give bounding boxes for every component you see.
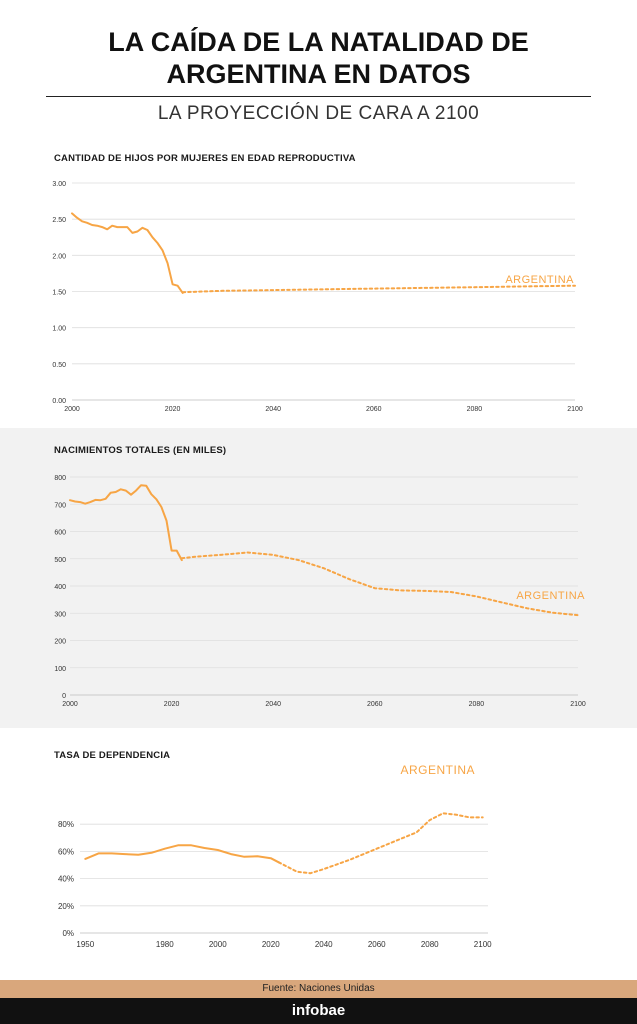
y-tick-label: 2.50 <box>52 217 66 224</box>
historical-line <box>69 484 183 562</box>
y-tick-label: 1.50 <box>52 290 66 297</box>
series-label: ARGENTINA <box>505 274 574 286</box>
chart-panel-dependency: TASA DE DEPENDENCIA 0% 20% 40% 60% 80% 1950 19… <box>0 735 637 975</box>
x-tick-label: 2060 <box>367 701 383 708</box>
title-line-1: LA CAÍDA DE LA NATALIDAD DE <box>108 27 529 57</box>
fertility-chart: 0.00 0.50 1.00 1.50 2.00 2.50 3.00 2000 2020 2040… <box>52 181 583 413</box>
y-tick-label: 0.50 <box>52 362 66 369</box>
y-tick-label: 800 <box>54 475 66 482</box>
y-tick-label: 60% <box>58 847 74 856</box>
chart-title-fertility: CANTIDAD DE HIJOS POR MUJERES EN EDAD RE… <box>54 153 356 164</box>
x-tick-label: 2100 <box>474 940 492 949</box>
y-tick-label: 80% <box>58 820 74 829</box>
y-tick-label: 2.00 <box>52 253 66 260</box>
historical-line <box>71 212 184 294</box>
births-chart: 0 100 200 300 400 500 600 700 800 2000 2020 2040 206… <box>54 475 586 708</box>
y-tick-label: 20% <box>58 902 74 911</box>
x-tick-label: 1950 <box>76 940 94 949</box>
x-tick-label: 2020 <box>165 406 181 413</box>
x-tick-label: 2100 <box>570 701 586 708</box>
historical-line <box>84 844 280 864</box>
x-tick-label: 2100 <box>567 406 583 413</box>
x-tick-label: 2020 <box>164 701 180 708</box>
x-tick-label: 2000 <box>64 406 80 413</box>
y-tick-label: 0.00 <box>52 398 66 405</box>
x-tick-label: 2000 <box>209 940 227 949</box>
series-label: ARGENTINA <box>400 763 475 777</box>
chart-panel-fertility: CANTIDAD DE HIJOS POR MUJERES EN EDAD RE… <box>0 140 637 425</box>
y-tick-label: 600 <box>54 530 66 537</box>
projection-line <box>181 284 576 294</box>
title-divider <box>46 96 591 97</box>
chart-panel-births: NACIMIENTOS TOTALES (EN MILES) 0 100 200 30… <box>0 428 637 728</box>
brand-logo: infobae <box>0 998 637 1024</box>
chart-title-dependency: TASA DE DEPENDENCIA <box>54 750 171 761</box>
x-tick-label: 2040 <box>265 701 281 708</box>
y-tick-label: 500 <box>54 557 66 564</box>
projection-line <box>180 551 579 617</box>
x-tick-label: 2060 <box>368 940 386 949</box>
dependency-chart: 0% 20% 40% 60% 80% 1950 1980 2000 2020 2040 2060 20… <box>58 763 492 949</box>
title-line-2: ARGENTINA EN DATOS <box>166 59 471 89</box>
x-tick-label: 2060 <box>366 406 382 413</box>
y-tick-label: 400 <box>54 584 66 591</box>
y-tick-label: 40% <box>58 875 74 884</box>
y-tick-label: 0 <box>62 693 66 700</box>
x-tick-label: 2080 <box>467 406 483 413</box>
x-tick-label: 2080 <box>421 940 439 949</box>
x-tick-label: 2020 <box>262 940 280 949</box>
x-tick-label: 1980 <box>156 940 174 949</box>
y-tick-label: 300 <box>54 611 66 618</box>
y-tick-label: 200 <box>54 639 66 646</box>
y-tick-label: 100 <box>54 666 66 673</box>
x-tick-label: 2000 <box>62 701 78 708</box>
series-label: ARGENTINA <box>516 590 585 602</box>
y-tick-label: 0% <box>62 929 74 938</box>
y-tick-label: 1.00 <box>52 326 66 333</box>
projection-line <box>277 812 484 875</box>
y-tick-label: 3.00 <box>52 181 66 188</box>
x-tick-label: 2040 <box>265 406 281 413</box>
page-subtitle: LA PROYECCIÓN DE CARA A 2100 <box>157 103 480 124</box>
x-tick-label: 2040 <box>315 940 333 949</box>
x-tick-label: 2080 <box>469 701 485 708</box>
y-tick-label: 700 <box>54 502 66 509</box>
page-title: LA CAÍDA DE LA NATALIDAD DE ARGENTINA EN… <box>0 26 637 90</box>
source-footer: Fuente: Naciones Unidas <box>0 980 637 998</box>
chart-title-births: NACIMIENTOS TOTALES (EN MILES) <box>54 445 227 456</box>
